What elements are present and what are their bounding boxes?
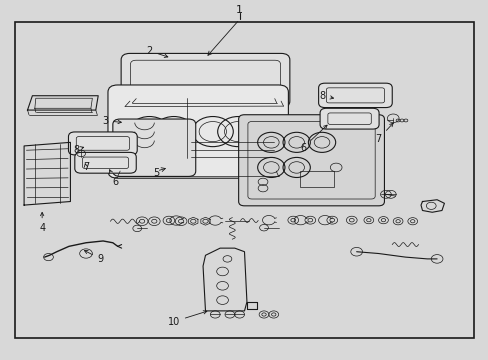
FancyBboxPatch shape	[318, 83, 391, 108]
Text: 7: 7	[375, 123, 392, 144]
Text: 4: 4	[39, 212, 45, 233]
Text: 6: 6	[299, 125, 326, 153]
Text: 3: 3	[102, 116, 121, 126]
Bar	[299, 171, 333, 187]
Text: 5: 5	[153, 168, 160, 178]
Text: 9: 9	[84, 251, 103, 264]
Text: 6: 6	[109, 170, 118, 187]
FancyBboxPatch shape	[68, 132, 137, 155]
Text: 7: 7	[83, 162, 89, 172]
FancyBboxPatch shape	[113, 119, 195, 176]
FancyBboxPatch shape	[320, 108, 378, 129]
FancyBboxPatch shape	[75, 152, 136, 173]
FancyBboxPatch shape	[108, 85, 288, 178]
Text: 2: 2	[146, 46, 167, 58]
FancyBboxPatch shape	[238, 115, 384, 206]
Text: 8: 8	[319, 91, 333, 101]
FancyBboxPatch shape	[121, 53, 289, 108]
Bar	[15, 22, 473, 338]
Text: 8: 8	[73, 144, 83, 154]
Text: 1: 1	[236, 5, 243, 15]
Text: 10: 10	[167, 311, 206, 327]
